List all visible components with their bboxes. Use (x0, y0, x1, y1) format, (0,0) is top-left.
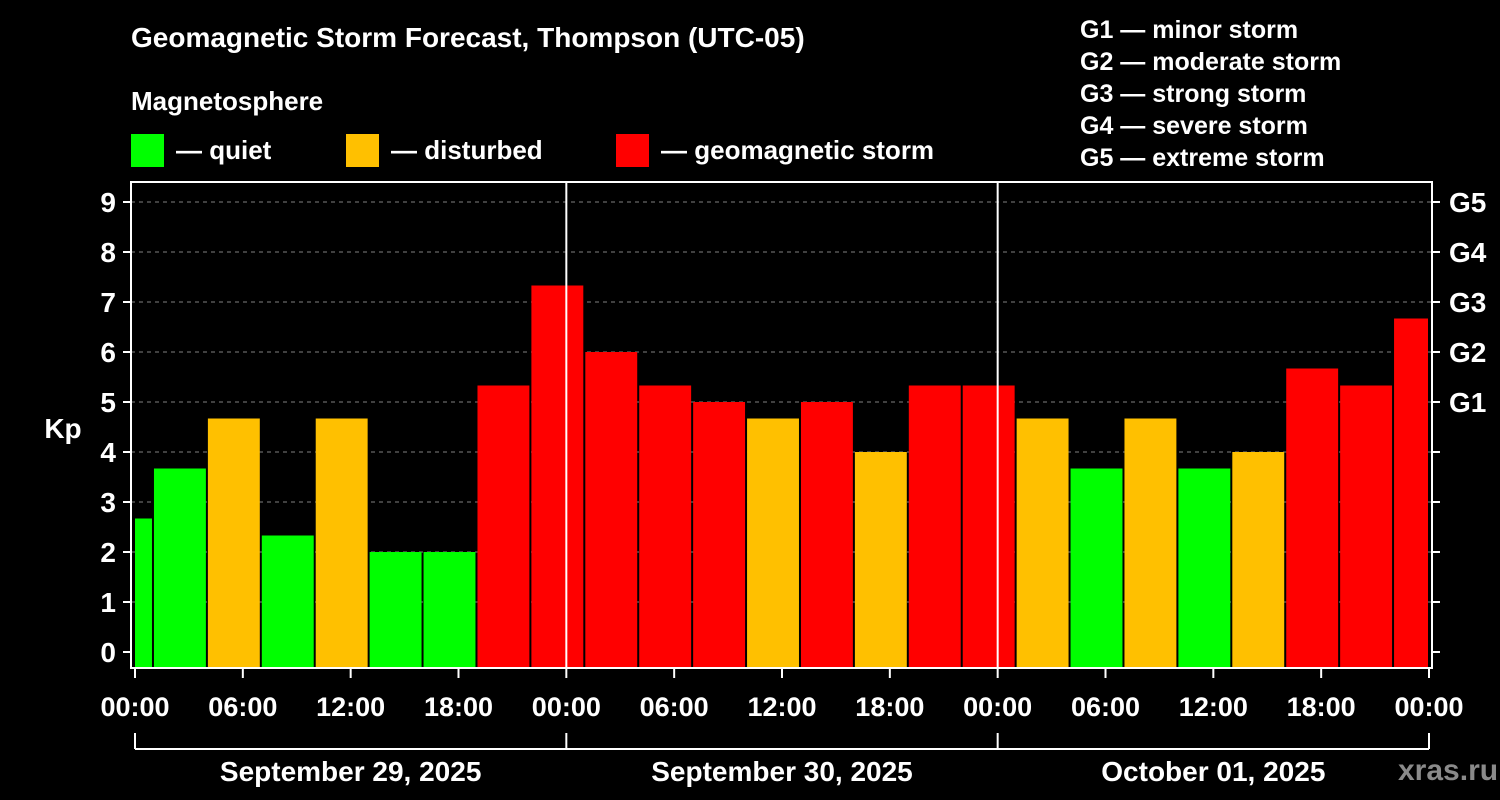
day-label-2: October 01, 2025 (1101, 756, 1325, 787)
x-tick-label-1: 06:00 (208, 692, 277, 722)
g-scale-g5: G5 — extreme storm (1080, 144, 1325, 172)
x-tick-label-11: 18:00 (1287, 692, 1356, 722)
bar-5 (369, 552, 422, 668)
y-tick-label-1: 1 (100, 587, 116, 618)
y-tick-label-7: 7 (100, 287, 116, 318)
x-tick-label-12: 00:00 (1394, 692, 1463, 722)
legend-quiet: — quiet (131, 133, 271, 167)
y-tick-label-2: 2 (100, 537, 116, 568)
y-tick-label-9: 9 (100, 187, 116, 218)
bar-24 (1394, 318, 1428, 668)
y-tick-label-4: 4 (100, 437, 116, 468)
bar-6 (423, 552, 476, 668)
g-level-G2: G2 (1449, 337, 1486, 368)
y-tick-label-5: 5 (100, 387, 116, 418)
x-tick-label-6: 12:00 (747, 692, 816, 722)
g-scale-g1: G1 — minor storm (1080, 16, 1299, 44)
legend-swatch-disturbed (346, 133, 379, 167)
g-level-G5: G5 (1449, 187, 1486, 218)
bar-17 (1016, 418, 1069, 668)
watermark: xras.ru (1398, 754, 1499, 787)
x-tick-label-2: 12:00 (316, 692, 385, 722)
bar-15 (908, 385, 961, 668)
x-tick-label-9: 06:00 (1071, 692, 1140, 722)
chart-title: Geomagnetic Storm Forecast, Thompson (UT… (131, 22, 805, 53)
bar-13 (800, 402, 853, 668)
legend-swatch-storm (616, 133, 649, 167)
bar-21 (1232, 452, 1285, 668)
x-tick-label-4: 00:00 (532, 692, 601, 722)
legend-storm: — geomagnetic storm (616, 133, 934, 167)
y-axis-label: Kp (44, 413, 81, 444)
x-tick-label-7: 18:00 (855, 692, 924, 722)
bar-8 (531, 285, 584, 668)
legend-label-quiet: — quiet (176, 134, 272, 165)
bar-12 (747, 418, 799, 668)
bar-19 (1124, 418, 1177, 668)
day-label-1: September 30, 2025 (651, 756, 913, 787)
legend-label-disturbed: — disturbed (391, 134, 543, 165)
legend-label-storm: — geomagnetic storm (661, 134, 935, 165)
legend-disturbed: — disturbed (346, 133, 543, 167)
bar-3 (261, 535, 314, 668)
day-label-0: September 29, 2025 (220, 756, 482, 787)
legend-swatch-quiet (131, 133, 164, 167)
y-tick-label-3: 3 (100, 487, 116, 518)
bar-7 (477, 385, 530, 668)
bar-14 (854, 452, 907, 668)
x-tick-label-5: 06:00 (640, 692, 709, 722)
y-tick-label-6: 6 (100, 337, 116, 368)
bar-2 (207, 418, 260, 668)
g-level-G3: G3 (1449, 287, 1486, 318)
y-tick-label-8: 8 (100, 237, 116, 268)
y-tick-label-0: 0 (100, 637, 116, 668)
bar-0 (135, 518, 152, 668)
x-tick-label-10: 12:00 (1179, 692, 1248, 722)
magnetosphere-label: Magnetosphere (131, 86, 324, 116)
bar-9 (585, 352, 638, 668)
bar-1 (153, 468, 206, 668)
bar-20 (1178, 468, 1231, 668)
bar-10 (639, 385, 692, 668)
g-level-G1: G1 (1449, 387, 1486, 418)
bar-11 (693, 402, 746, 668)
g-level-G4: G4 (1449, 237, 1487, 268)
x-tick-label-8: 00:00 (963, 692, 1032, 722)
bar-4 (315, 418, 368, 668)
bar-23 (1340, 385, 1393, 668)
g-scale-g2: G2 — moderate storm (1080, 48, 1342, 76)
g-scale-legend: G1 — minor storm G2 — moderate storm G3 … (1080, 14, 1341, 174)
x-tick-label-0: 00:00 (100, 692, 169, 722)
bar-22 (1286, 368, 1339, 668)
x-tick-label-3: 18:00 (424, 692, 493, 722)
bar-16 (962, 385, 1015, 668)
bar-18 (1070, 468, 1123, 668)
g-scale-g4: G4 — severe storm (1080, 112, 1308, 140)
g-scale-g3: G3 — strong storm (1080, 80, 1307, 108)
